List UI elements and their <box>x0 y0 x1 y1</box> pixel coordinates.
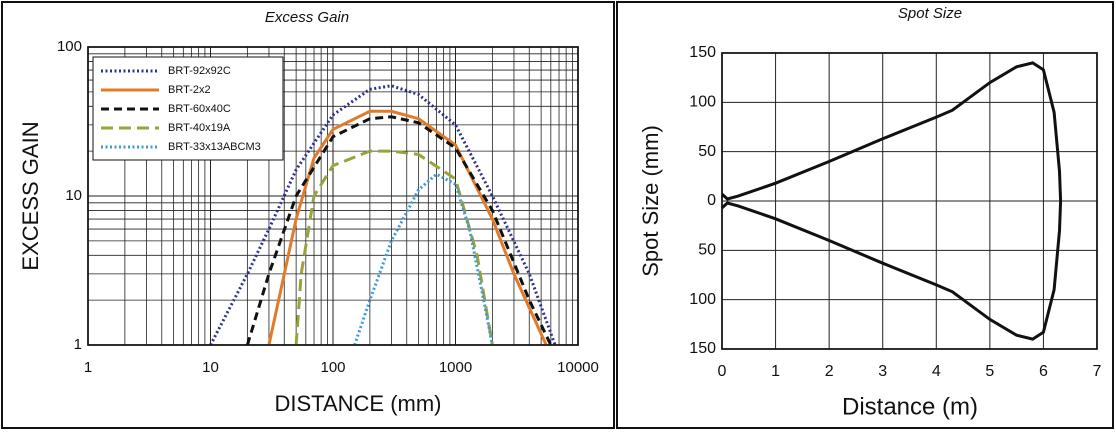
data-line <box>245 115 553 346</box>
data-line <box>209 84 557 346</box>
data-line <box>294 149 494 346</box>
legend-label: BRT-2x2 <box>168 84 211 96</box>
y-tick-label: 50 <box>698 143 716 160</box>
x-tick-label: 1000 <box>439 359 472 376</box>
plot-frame <box>721 52 1098 350</box>
chart-title: Excess Gain <box>265 9 349 26</box>
x-tick-label: 10 <box>202 359 219 376</box>
data-line <box>720 61 1063 341</box>
legend-box <box>92 56 284 161</box>
x-tick-label: 1 <box>771 363 780 380</box>
y-tick-label: 100 <box>689 94 716 111</box>
x-tick-label: 2 <box>825 363 834 380</box>
x-tick-label: 100 <box>320 359 345 376</box>
data-line <box>353 172 494 346</box>
left-panel <box>1 1 615 429</box>
x-tick-label: 5 <box>985 363 994 380</box>
x-tick-label: 7 <box>1093 363 1102 380</box>
y-tick-label: 100 <box>57 38 82 55</box>
chart-title: Spot Size <box>898 5 962 22</box>
y-tick-label: 150 <box>689 340 716 357</box>
x-axis-label: DISTANCE (mm) <box>274 391 441 416</box>
x-tick-label: 6 <box>1039 363 1048 380</box>
y-tick-label: 10 <box>65 187 82 204</box>
legend-label: BRT-40x19A <box>168 122 231 134</box>
y-axis-label: EXCESS GAIN <box>18 121 43 270</box>
x-tick-label: 4 <box>932 363 941 380</box>
legend-label: BRT-33x13ABCM3 <box>168 141 261 153</box>
y-tick-label: 50 <box>698 242 716 259</box>
x-tick-label: 3 <box>878 363 887 380</box>
y-tick-label: 100 <box>689 291 716 308</box>
right-panel <box>616 1 1114 429</box>
data-line <box>267 109 548 346</box>
y-tick-label: 1 <box>74 336 82 353</box>
x-axis-label: Distance (m) <box>842 393 978 420</box>
plot-frame <box>87 46 579 346</box>
y-tick-label: 0 <box>707 192 716 209</box>
x-tick-label: 10000 <box>557 359 599 376</box>
legend-label: BRT-92x92C <box>168 65 231 77</box>
y-tick-label: 150 <box>689 44 716 61</box>
x-tick-label: 0 <box>718 363 727 380</box>
x-tick-label: 1 <box>84 359 92 376</box>
y-axis-label: Spot Size (mm) <box>638 125 663 277</box>
legend-label: BRT-60x40C <box>168 103 231 115</box>
